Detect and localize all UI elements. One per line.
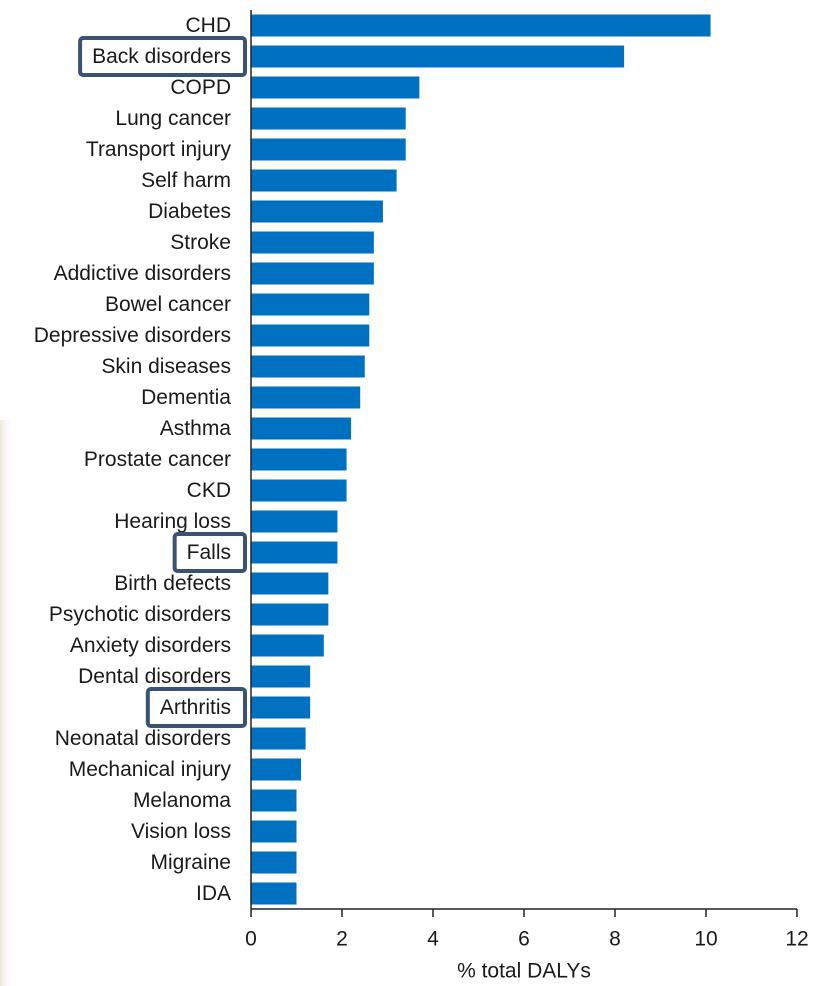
bar [251,479,347,502]
y-tick-label: COPD [170,76,231,99]
y-tick-label: Prostate cancer [84,448,231,471]
y-tick-label: Back disorders [92,45,231,68]
y-tick-label: Melanoma [133,789,231,812]
y-tick-label: Dementia [141,386,231,409]
y-tick-label: Asthma [160,417,232,440]
bar [251,882,297,905]
x-tick-label: 12 [785,928,808,951]
y-tick-label: Mechanical injury [69,758,232,781]
bar [251,169,397,192]
bar [251,727,306,750]
y-tick-label: CKD [187,479,231,502]
y-tick-label: Lung cancer [115,107,231,130]
bar [251,231,374,254]
bar [251,634,324,657]
y-tick-label: CHD [186,14,232,37]
y-tick-label: IDA [196,882,231,905]
bar [251,758,302,781]
bar [251,665,311,688]
bar [251,45,625,68]
y-tick-label: Transport injury [86,138,232,161]
bar [251,262,374,285]
y-tick-label: Diabetes [148,200,231,223]
bar [251,417,352,440]
x-tick-label: 4 [427,928,439,951]
y-tick-label: Skin diseases [101,355,231,378]
y-tick-label: Addictive disorders [54,262,231,285]
bar [251,107,406,130]
edge-shade [0,420,14,986]
bar [251,789,297,812]
bar [251,448,347,471]
bar [251,541,338,564]
bar [251,138,406,161]
y-tick-label: Falls [187,541,231,564]
y-tick-label: Bowel cancer [105,293,231,316]
highlight-box [78,36,247,78]
bar [251,510,338,533]
x-tick-label: 10 [694,928,717,951]
bar [251,200,383,223]
y-tick-label: Neonatal disorders [55,727,231,750]
y-tick-label: Dental disorders [78,665,231,688]
bar [251,696,311,719]
y-tick-label: Arthritis [160,696,231,719]
y-tick-label: Birth defects [114,572,231,595]
bar [251,293,370,316]
bar [251,386,361,409]
y-tick-label: Psychotic disorders [49,603,231,626]
y-tick-label: Depressive disorders [34,324,231,347]
y-tick-label: Hearing loss [114,510,231,533]
y-tick-label: Stroke [170,231,231,254]
highlight-box [172,532,247,574]
x-tick-label: 2 [336,928,348,951]
bar [251,324,370,347]
bar [251,851,297,874]
x-axis-label: % total DALYs [457,960,591,983]
x-tick-label: 0 [245,928,257,951]
bar [251,572,329,595]
bar [251,603,329,626]
highlight-box [145,687,247,729]
bar [251,820,297,843]
y-tick-label: Anxiety disorders [70,634,231,657]
y-tick-label: Migraine [150,851,231,874]
y-tick-label: Self harm [141,169,231,192]
x-tick-label: 8 [609,928,621,951]
x-tick-label: 6 [518,928,530,951]
bar [251,14,711,37]
bar [251,355,365,378]
y-tick-label: Vision loss [131,820,231,843]
bar [251,76,420,99]
